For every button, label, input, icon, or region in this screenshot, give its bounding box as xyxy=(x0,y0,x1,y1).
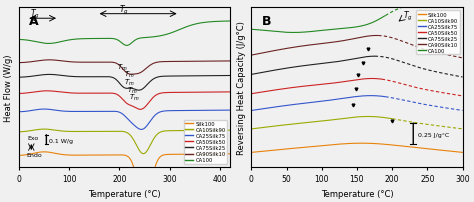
Text: Exo: Exo xyxy=(28,136,39,141)
Text: $T_g$: $T_g$ xyxy=(30,8,40,21)
Text: $T_m$: $T_m$ xyxy=(124,69,135,79)
Text: A: A xyxy=(29,15,39,27)
Text: $T_g$: $T_g$ xyxy=(119,4,129,17)
X-axis label: Temperature (°C): Temperature (°C) xyxy=(88,189,161,198)
Text: $T_m$: $T_m$ xyxy=(129,93,140,103)
Legend: Silk100, CA10Silk90, CA25Silk75, CA50Silk50, CA75Silk25, CA90Silk10, CA100: Silk100, CA10Silk90, CA25Silk75, CA50Sil… xyxy=(184,120,227,164)
X-axis label: Temperature (°C): Temperature (°C) xyxy=(320,189,393,198)
Text: 0.25 J/g°C: 0.25 J/g°C xyxy=(418,132,449,137)
Text: $T_m$: $T_m$ xyxy=(124,77,135,87)
Y-axis label: Reversing Heat Capacity (J/g°C): Reversing Heat Capacity (J/g°C) xyxy=(237,21,246,154)
Text: $T_m$: $T_m$ xyxy=(127,86,137,96)
Text: Endo: Endo xyxy=(26,152,42,157)
Legend: Silk100, CA10Silk90, CA25Silk75, CA50Silk50, CA75Silk25, CA90Silk10, CA100: Silk100, CA10Silk90, CA25Silk75, CA50Sil… xyxy=(417,11,460,55)
Y-axis label: Heat Flow (W/g): Heat Flow (W/g) xyxy=(4,54,13,121)
Text: B: B xyxy=(262,15,272,27)
Text: $T_m$: $T_m$ xyxy=(117,62,128,72)
Text: $T_g$: $T_g$ xyxy=(403,10,412,23)
Text: 0.1 W/g: 0.1 W/g xyxy=(49,138,73,143)
